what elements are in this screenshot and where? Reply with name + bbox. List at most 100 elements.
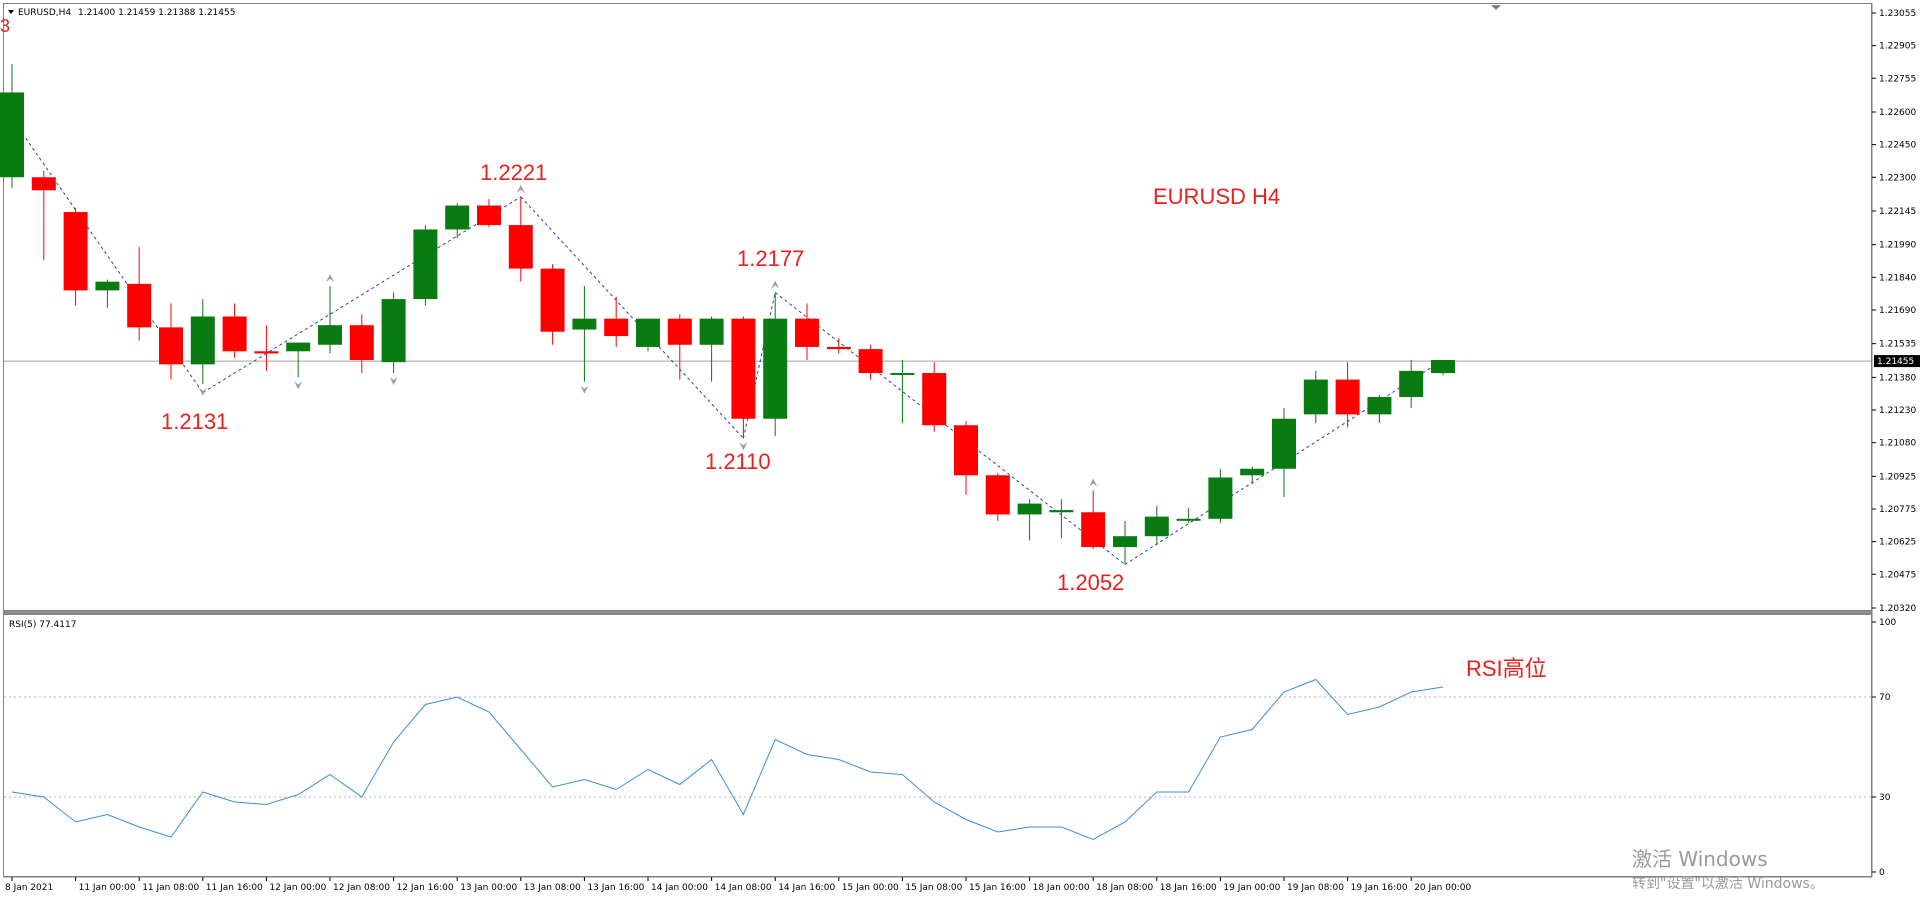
candle [1303, 370, 1328, 424]
candle [604, 296, 629, 347]
candle-body [254, 351, 279, 354]
time-tick-label: 12 Jan 08:00 [333, 883, 390, 893]
candle [922, 362, 947, 432]
time-tick-label: 8 Jan 2021 [5, 883, 53, 893]
candle [63, 207, 88, 306]
price-tick-label: 1.21535 [1879, 340, 1916, 350]
candle-body [222, 316, 247, 352]
candle [826, 338, 851, 354]
candle-body [349, 325, 374, 360]
price-tick-label: 1.22600 [1879, 108, 1916, 118]
time-tick-label: 19 Jan 16:00 [1351, 883, 1408, 893]
price-tick-label: 1.20625 [1879, 538, 1916, 548]
candle [699, 316, 724, 382]
price-tick-label: 1.21230 [1879, 406, 1916, 416]
candle-body [572, 318, 597, 330]
annotation-pivot-low-1: 1.2131 [161, 409, 228, 434]
time-tick-label: 12 Jan 00:00 [269, 883, 326, 893]
time-tick-label: 13 Jan 08:00 [524, 883, 581, 893]
windows-watermark-line1: 激活 Windows [1632, 847, 1768, 871]
price-tick-label: 1.21840 [1879, 273, 1916, 283]
time-tick-label: 18 Jan 16:00 [1160, 883, 1217, 893]
candle-body [1176, 518, 1201, 521]
candle-body [31, 177, 56, 191]
candle [540, 264, 565, 345]
fractal-down-arrow-icon [389, 377, 398, 386]
annotation-chart-label: EURUSD H4 [1153, 184, 1280, 209]
fractal-down-arrow-icon [294, 381, 303, 390]
rsi-levels [4, 696, 1871, 798]
candle [1240, 466, 1265, 484]
candle-body [731, 318, 756, 419]
time-tick-label: 11 Jan 16:00 [206, 883, 263, 893]
candle [254, 325, 279, 371]
time-tick-label: 20 Jan 00:00 [1414, 883, 1471, 893]
time-tick-label: 14 Jan 16:00 [778, 883, 835, 893]
candle-body [1144, 516, 1169, 537]
candle-body [763, 318, 788, 419]
time-tick-label: 14 Jan 00:00 [651, 883, 708, 893]
candle-body [0, 92, 24, 178]
fractal-down-arrow-icon [580, 385, 589, 394]
candle [1113, 520, 1137, 565]
candle [349, 314, 374, 374]
candle-body [699, 318, 724, 345]
candle-body [604, 318, 629, 337]
candle [572, 286, 597, 382]
price-axis: 1.23055 1.22905 1.22755 1.22600 1.22450 1.223… [1872, 9, 1916, 614]
rsi-tick-label: 0 [1879, 868, 1885, 878]
candle-body [1049, 510, 1074, 513]
candle [1431, 359, 1455, 376]
candle-body [1113, 536, 1137, 548]
candle-body [1240, 468, 1265, 476]
time-tick-label: 19 Jan 00:00 [1223, 883, 1280, 893]
time-tick-label: 12 Jan 16:00 [397, 883, 454, 893]
candle [508, 196, 533, 282]
price-tick-label: 1.22755 [1879, 74, 1916, 84]
candle-body [508, 225, 533, 269]
ohlc-readout: 1.21400 1.21459 1.21388 1.21455 [78, 8, 235, 18]
panel-divider[interactable] [3, 611, 1872, 614]
candle [159, 303, 183, 380]
candle-body [445, 205, 470, 230]
candle-body [477, 205, 501, 226]
time-axis: 8 Jan 2021 11 Jan 00:00 11 Jan 08:00 11 Jan… [5, 877, 1471, 893]
price-tick-label: 1.20320 [1879, 604, 1916, 614]
scroll-position-marker-icon[interactable] [1491, 5, 1501, 10]
candle [636, 318, 660, 352]
candle-body [1367, 396, 1392, 415]
current-price-tag [1874, 355, 1920, 368]
candle-body [667, 318, 692, 345]
candle [318, 286, 342, 354]
candle-body [381, 299, 406, 363]
annotation-pivot-high-2: 1.2177 [737, 246, 804, 271]
time-tick-label: 11 Jan 08:00 [142, 883, 199, 893]
candle-body [413, 229, 438, 300]
candle [0, 64, 24, 189]
candle [731, 316, 756, 439]
annotation-pivot-low-2: 1.2110 [705, 449, 771, 474]
price-tick-label: 1.20925 [1879, 472, 1916, 482]
candle [286, 342, 311, 378]
candle-body [922, 373, 947, 426]
fractal-up-arrow-icon [1089, 478, 1098, 487]
candle [477, 199, 501, 228]
candle-body [1431, 359, 1455, 374]
price-tick-label: 1.21080 [1879, 439, 1916, 449]
candle [1081, 490, 1106, 550]
annotation-pivot-low-3: 1.2052 [1057, 570, 1124, 595]
zigzag-segment [520, 196, 744, 439]
candle [1017, 499, 1042, 541]
time-tick-label: 18 Jan 08:00 [1096, 883, 1153, 893]
annotation-pivot-high-1: 1.2221 [480, 160, 547, 185]
price-tick-label: 1.20775 [1879, 505, 1916, 515]
zigzag-segment [202, 196, 522, 394]
candle [1367, 394, 1392, 424]
candle [31, 170, 56, 260]
candle [667, 314, 692, 380]
price-tick-label: 1.20475 [1879, 570, 1916, 580]
candle [95, 279, 120, 308]
dropdown-triangle-icon[interactable] [8, 10, 14, 14]
candle-body [1303, 379, 1328, 415]
